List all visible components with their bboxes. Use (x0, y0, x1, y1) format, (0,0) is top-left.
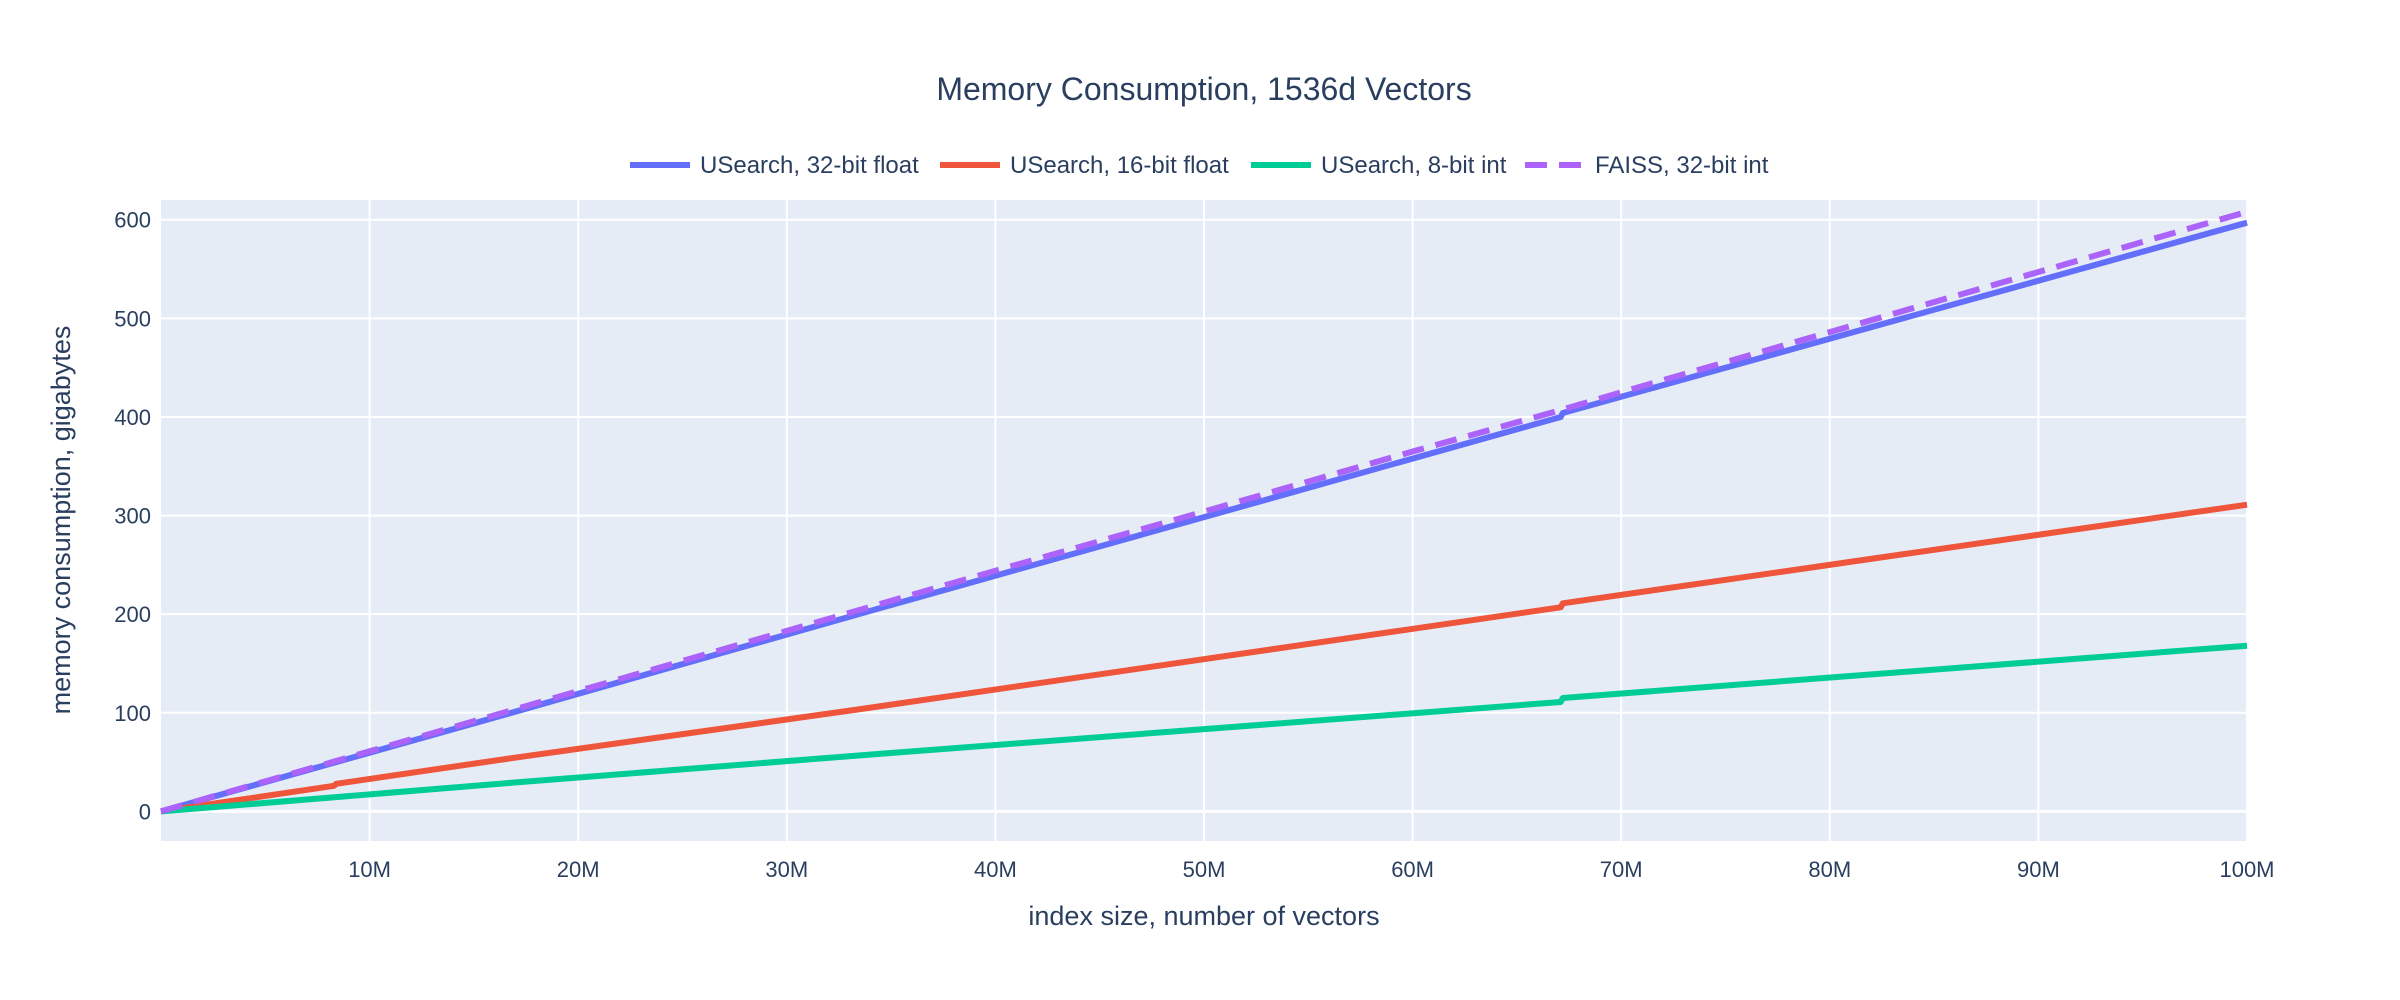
x-tick-label: 60M (1391, 857, 1434, 882)
x-tick-label: 100M (2219, 857, 2274, 882)
x-tick-label: 90M (2017, 857, 2060, 882)
legend-item: USearch, 16-bit float (940, 152, 1229, 179)
x-tick-label: 70M (1600, 857, 1643, 882)
legend-item: FAISS, 32-bit int (1525, 152, 1769, 179)
x-tick-label: 30M (765, 857, 808, 882)
y-tick-label: 500 (114, 306, 151, 331)
y-tick-label: 400 (114, 405, 151, 430)
legend-label: USearch, 16-bit float (1010, 152, 1229, 179)
y-axis-title: memory consumption, gigabytes (46, 326, 76, 715)
y-tick-label: 200 (114, 602, 151, 627)
x-tick-label: 10M (348, 857, 391, 882)
legend-label: USearch, 32-bit float (700, 152, 919, 179)
y-tick-label: 600 (114, 208, 151, 233)
y-axis-tick-labels: 0 100 200 300 400 500 600 (114, 208, 151, 825)
x-tick-label: 40M (974, 857, 1017, 882)
legend-label: FAISS, 32-bit int (1595, 152, 1769, 179)
x-tick-label: 20M (557, 857, 600, 882)
series-line (160, 642, 2248, 815)
x-axis-tick-labels: 10M 20M 30M 40M 50M 60M 70M 80M 90M 100M (348, 857, 2274, 882)
series-line (160, 501, 2248, 815)
x-tick-label: 50M (1183, 857, 1226, 882)
legend: USearch, 32-bit float USearch, 16-bit flo… (630, 152, 1769, 179)
x-axis-title: index size, number of vectors (1028, 901, 1379, 931)
legend-item: USearch, 8-bit int (1251, 152, 1507, 179)
legend-label: USearch, 8-bit int (1321, 152, 1507, 179)
chart-title: Memory Consumption, 1536d Vectors (936, 71, 1471, 107)
legend-item: USearch, 32-bit float (630, 152, 919, 179)
series-line (160, 208, 2248, 815)
x-tick-label: 80M (1808, 857, 1851, 882)
series-lines (160, 208, 2248, 815)
y-tick-label: 0 (139, 799, 151, 824)
y-tick-label: 100 (114, 701, 151, 726)
y-tick-label: 300 (114, 504, 151, 529)
